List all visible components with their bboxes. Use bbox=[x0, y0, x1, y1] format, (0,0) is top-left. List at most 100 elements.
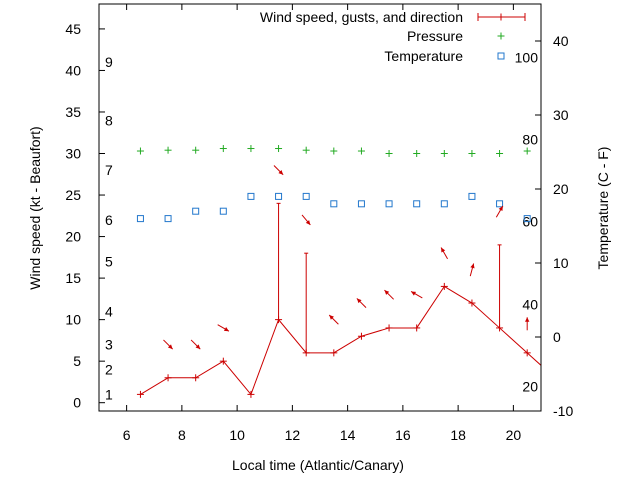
pressure-point bbox=[275, 145, 283, 153]
x-axis-title: Local time (Atlantic/Canary) bbox=[232, 457, 404, 473]
pressure-point bbox=[496, 150, 504, 158]
wind-direction-arrow bbox=[384, 289, 395, 300]
wind-point bbox=[302, 349, 310, 357]
fahrenheit-label: 80 bbox=[522, 131, 538, 147]
legend-temperature-marker bbox=[497, 52, 505, 60]
pressure-point bbox=[192, 146, 200, 154]
temperature-point bbox=[413, 200, 421, 208]
legend-sample-pressure bbox=[497, 32, 505, 40]
legend-sample-temperature bbox=[497, 52, 505, 60]
x-tick-label: 12 bbox=[285, 427, 301, 443]
pressure-point bbox=[302, 146, 310, 154]
temperature-point bbox=[136, 215, 144, 223]
wind-direction-arrow bbox=[328, 314, 339, 325]
x-tick-label: 14 bbox=[340, 427, 356, 443]
pressure-point bbox=[219, 145, 227, 153]
wind-direction-arrows bbox=[163, 165, 530, 350]
wind-direction-arrow bbox=[190, 339, 201, 350]
wind-point bbox=[136, 390, 144, 398]
arrow-head bbox=[195, 344, 201, 350]
wind-direction-arrow bbox=[440, 247, 448, 260]
arrow-head bbox=[441, 247, 446, 253]
pressure-point bbox=[136, 147, 144, 155]
pressure-point bbox=[247, 145, 255, 153]
temperature-point bbox=[275, 192, 283, 200]
beaufort-label: 4 bbox=[105, 303, 113, 319]
legend-label-temperature: Temperature bbox=[384, 48, 463, 64]
beaufort-label: 5 bbox=[105, 253, 113, 269]
wind-point bbox=[330, 349, 338, 357]
wind-direction-arrow bbox=[469, 263, 475, 277]
y-tick-label: 5 bbox=[73, 353, 81, 369]
fahrenheit-label: 100 bbox=[515, 49, 539, 65]
y-tick-label: 0 bbox=[73, 395, 81, 411]
temperature-point bbox=[330, 200, 338, 208]
y2-tick-group: -10 0 10 20 30 40 bbox=[535, 33, 573, 419]
wind-point bbox=[385, 324, 393, 332]
y2-tick-label: 0 bbox=[553, 329, 561, 345]
beaufort-label: 2 bbox=[105, 361, 113, 377]
x-tick-label: 10 bbox=[229, 427, 245, 443]
wind-point bbox=[468, 299, 476, 307]
legend: Wind speed, gusts, and direction Pressur… bbox=[260, 9, 526, 64]
temperature-series bbox=[136, 192, 531, 223]
wind-point bbox=[275, 316, 283, 324]
temperature-point bbox=[523, 215, 531, 223]
y-tick-label: 30 bbox=[65, 146, 81, 162]
pressure-series bbox=[136, 145, 531, 158]
beaufort-label: 1 bbox=[105, 386, 113, 402]
x-tick-label: 20 bbox=[506, 427, 522, 443]
beaufort-label: 7 bbox=[105, 162, 113, 178]
arrow-head bbox=[525, 317, 530, 322]
arrow-head bbox=[305, 220, 311, 225]
fahrenheit-label: 40 bbox=[522, 296, 538, 312]
pressure-point bbox=[385, 150, 393, 158]
temperature-point bbox=[440, 200, 448, 208]
wind-series bbox=[136, 282, 541, 398]
y-tick-label: 35 bbox=[65, 104, 81, 120]
temperature-point bbox=[192, 207, 200, 215]
x-tick-label: 8 bbox=[178, 427, 186, 443]
pressure-point bbox=[468, 150, 476, 158]
temperature-point bbox=[164, 215, 172, 223]
arrow-head bbox=[278, 169, 284, 175]
arrow-head bbox=[167, 344, 173, 350]
arrow-head bbox=[329, 315, 334, 320]
y2-tick-label: 10 bbox=[553, 255, 569, 271]
wind-direction-arrow bbox=[410, 291, 423, 299]
wind-direction-arrow bbox=[217, 324, 230, 332]
pressure-point bbox=[440, 150, 448, 158]
y-tick-label: 25 bbox=[65, 187, 81, 203]
temperature-point bbox=[357, 200, 365, 208]
x-tick-group: 6 8 10 12 14 16 18 20 bbox=[123, 4, 522, 443]
beaufort-label: 3 bbox=[105, 337, 113, 353]
wind-point bbox=[192, 374, 200, 382]
legend-label-wind: Wind speed, gusts, and direction bbox=[260, 9, 463, 25]
legend-pressure-marker bbox=[497, 32, 505, 40]
y2-tick-label: -10 bbox=[553, 403, 573, 419]
wind-point bbox=[247, 390, 255, 398]
arrow-head bbox=[470, 263, 475, 269]
y-tick-group: 0 5 10 15 20 25 30 35 40 45 bbox=[65, 21, 105, 411]
temperature-point bbox=[247, 192, 255, 200]
pressure-point bbox=[523, 147, 531, 155]
beaufort-label: 8 bbox=[105, 112, 113, 128]
y2-tick-label: 40 bbox=[553, 33, 569, 49]
wind-direction-arrow bbox=[163, 339, 174, 350]
legend-sample-wind bbox=[477, 13, 526, 21]
wind-point bbox=[413, 324, 421, 332]
legend-label-pressure: Pressure bbox=[407, 28, 463, 44]
wind-point bbox=[496, 324, 504, 332]
arrow-head bbox=[356, 298, 362, 304]
y-tick-label: 20 bbox=[65, 229, 81, 245]
wind-point bbox=[164, 374, 172, 382]
legend-wind-marker bbox=[497, 13, 505, 21]
temperature-point bbox=[385, 200, 393, 208]
wind-point bbox=[440, 282, 448, 290]
temperature-point bbox=[219, 207, 227, 215]
y2-tick-label: 30 bbox=[553, 107, 569, 123]
